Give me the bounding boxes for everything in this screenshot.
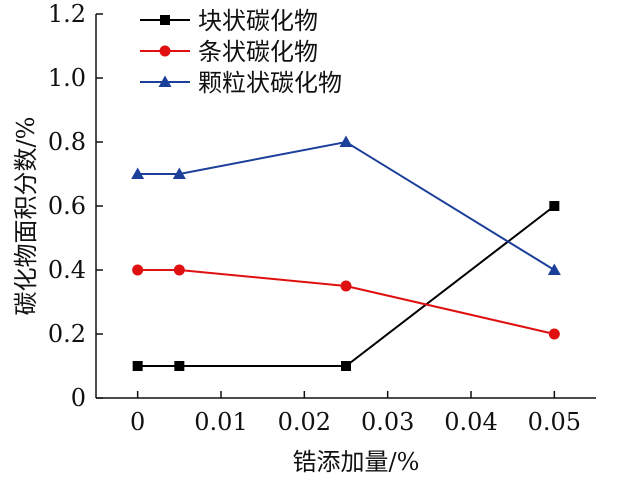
legend-item: 块状碳化物	[140, 7, 318, 35]
data-point	[172, 167, 186, 179]
data-point	[132, 264, 144, 276]
series-line	[137, 269, 555, 335]
series-layer	[131, 135, 561, 371]
x-tick-label: 0.01	[194, 408, 247, 436]
y-tick-label: 0.6	[48, 192, 86, 220]
data-point	[547, 263, 561, 275]
legend-marker	[159, 45, 171, 57]
data-point	[174, 361, 185, 371]
y-tick-label: 1.2	[48, 0, 86, 28]
series-3	[131, 135, 561, 275]
x-tick-label: 0.05	[528, 408, 581, 436]
data-point	[173, 264, 185, 276]
legend-label: 条状碳化物	[198, 38, 318, 66]
legend-item: 颗粒状碳化物	[140, 69, 342, 97]
legend-marker	[160, 15, 170, 25]
x-tick-label: 0	[130, 408, 145, 436]
data-point	[339, 135, 353, 147]
x-tick-label: 0.03	[361, 408, 414, 436]
axes	[95, 14, 596, 399]
y-tick-label: 0.8	[48, 128, 86, 156]
series-2	[132, 264, 560, 340]
y-ticks: 0 0.2 0.4 0.6 0.8 1.0 1.2	[48, 0, 103, 412]
x-ticks: 0 0.01 0.02 0.03 0.04 0.05	[130, 391, 581, 436]
x-axis-label: 锆添加量/%	[293, 448, 420, 476]
series-line	[137, 140, 555, 271]
legend-item: 条状碳化物	[140, 38, 318, 66]
legend-label: 颗粒状碳化物	[198, 69, 342, 97]
data-point	[131, 167, 145, 179]
x-tick-label: 0.02	[278, 408, 331, 436]
legend-label: 块状碳化物	[198, 7, 318, 35]
data-point	[132, 361, 143, 371]
legend-marker	[158, 75, 172, 87]
data-point	[549, 201, 560, 211]
y-tick-label: 1.0	[48, 64, 86, 92]
series-line	[137, 205, 555, 367]
data-point	[341, 361, 351, 371]
series-1	[132, 201, 560, 371]
y-tick-label: 0.4	[48, 256, 86, 284]
x-tick-label: 0.04	[444, 408, 497, 436]
data-point	[340, 280, 352, 292]
data-point	[548, 328, 560, 340]
y-tick-label: 0.2	[48, 320, 86, 348]
y-tick-label: 0	[71, 384, 86, 412]
y-axis-label: 碳化物面积分数/%	[12, 117, 40, 316]
